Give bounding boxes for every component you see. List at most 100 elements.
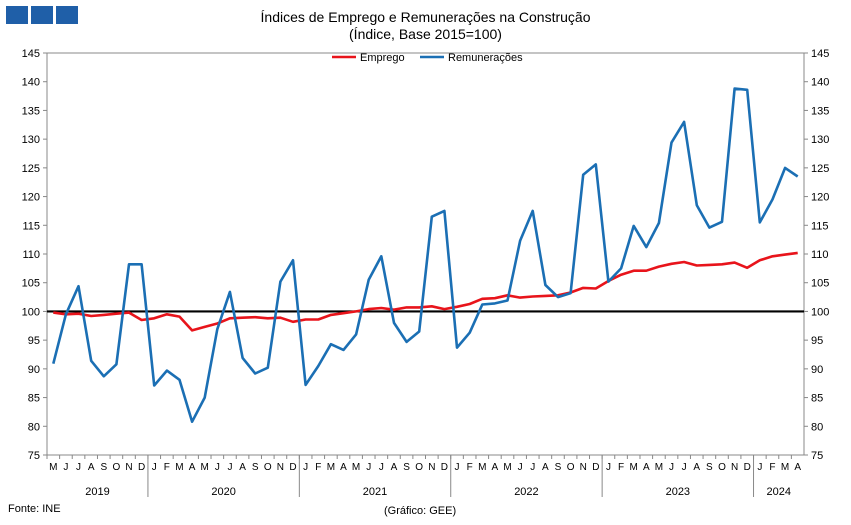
y-tick-label-right: 130 [811, 134, 829, 146]
y-tick-label-left: 110 [22, 249, 40, 261]
month-label: M [201, 462, 209, 473]
month-label: N [580, 462, 587, 473]
month-label: S [555, 462, 562, 473]
y-tick-label-right: 75 [811, 450, 823, 462]
month-label: N [277, 462, 284, 473]
y-tick-label-right: 125 [811, 163, 829, 175]
y-tick-label-left: 120 [22, 192, 40, 204]
y-tick-label-right: 80 [811, 421, 823, 433]
month-label: M [352, 462, 360, 473]
month-label: M [175, 462, 183, 473]
month-label: N [428, 462, 435, 473]
y-tick-label-left: 95 [28, 335, 40, 347]
y-tick-label-right: 110 [811, 249, 829, 261]
month-label: J [152, 462, 157, 473]
month-label: J [366, 462, 371, 473]
month-label: O [113, 462, 121, 473]
month-label: J [227, 462, 232, 473]
y-tick-label-left: 75 [28, 450, 40, 462]
series-line-emprego [53, 251, 798, 332]
month-label: J [63, 462, 68, 473]
month-label: F [315, 462, 321, 473]
month-label: S [252, 462, 259, 473]
y-tick-label-left: 105 [22, 278, 40, 290]
y-tick-label-right: 105 [811, 278, 829, 290]
month-label: A [391, 462, 398, 473]
year-label: 2023 [666, 486, 690, 498]
y-tick-label-left: 90 [28, 364, 40, 376]
month-label: M [781, 462, 789, 473]
y-tick-label-left: 115 [22, 220, 40, 232]
year-label: 2021 [363, 486, 387, 498]
month-label: J [757, 462, 762, 473]
month-label: F [618, 462, 624, 473]
month-label: D [289, 462, 296, 473]
y-tick-label-right: 95 [811, 335, 823, 347]
y-tick-label-right: 100 [811, 306, 829, 318]
legend-label: Emprego [360, 52, 405, 64]
month-label: A [340, 462, 347, 473]
y-tick-label-right: 135 [811, 105, 829, 117]
month-label: M [478, 462, 486, 473]
month-label: M [49, 462, 57, 473]
y-tick-label-right: 140 [811, 77, 829, 89]
month-label: J [518, 462, 523, 473]
month-label: F [769, 462, 775, 473]
month-label: A [693, 462, 700, 473]
year-label: 2020 [211, 486, 235, 498]
month-label: N [731, 462, 738, 473]
month-label: J [669, 462, 674, 473]
month-label: A [794, 462, 801, 473]
month-label: D [592, 462, 599, 473]
month-label: D [744, 462, 751, 473]
month-label: M [503, 462, 511, 473]
y-tick-label-left: 130 [22, 134, 40, 146]
legend-label: Remunerações [448, 52, 523, 64]
series-line-remuneraes [52, 87, 799, 424]
month-label: J [76, 462, 81, 473]
y-tick-label-left: 140 [22, 77, 40, 89]
month-label: J [303, 462, 308, 473]
month-label: S [706, 462, 713, 473]
year-label: 2024 [767, 486, 791, 498]
month-label: S [403, 462, 410, 473]
year-label: 2022 [514, 486, 538, 498]
month-label: M [630, 462, 638, 473]
month-label: O [264, 462, 272, 473]
month-label: J [455, 462, 460, 473]
month-label: J [530, 462, 535, 473]
y-tick-label-left: 85 [28, 393, 40, 405]
month-label: O [415, 462, 423, 473]
month-label: O [567, 462, 575, 473]
source-label: Fonte: INE [8, 503, 61, 515]
month-label: J [215, 462, 220, 473]
y-tick-label-left: 100 [22, 306, 40, 318]
y-tick-label-right: 85 [811, 393, 823, 405]
month-label: S [100, 462, 107, 473]
y-tick-label-right: 90 [811, 364, 823, 376]
month-label: O [718, 462, 726, 473]
credit-label: (Gráfico: GEE) [384, 505, 457, 517]
month-label: N [125, 462, 132, 473]
chart-subtitle: (Índice, Base 2015=100) [349, 26, 502, 42]
month-label: F [164, 462, 170, 473]
y-tick-label-right: 120 [811, 192, 829, 204]
month-label: D [441, 462, 448, 473]
y-tick-label-left: 135 [22, 105, 40, 117]
y-tick-label-left: 145 [22, 48, 40, 60]
logo [6, 6, 78, 24]
year-label: 2019 [85, 486, 109, 498]
month-label: M [327, 462, 335, 473]
month-label: A [189, 462, 196, 473]
month-label: J [606, 462, 611, 473]
chart-title-block: Índices de Emprego e Remunerações na Con… [0, 9, 851, 43]
month-label: F [467, 462, 473, 473]
y-tick-label-right: 145 [811, 48, 829, 60]
chart-title: Índices de Emprego e Remunerações na Con… [260, 9, 591, 25]
y-tick-label-right: 115 [811, 220, 829, 232]
y-tick-label-left: 80 [28, 421, 40, 433]
month-label: J [682, 462, 687, 473]
month-label: J [379, 462, 384, 473]
month-label: A [239, 462, 246, 473]
